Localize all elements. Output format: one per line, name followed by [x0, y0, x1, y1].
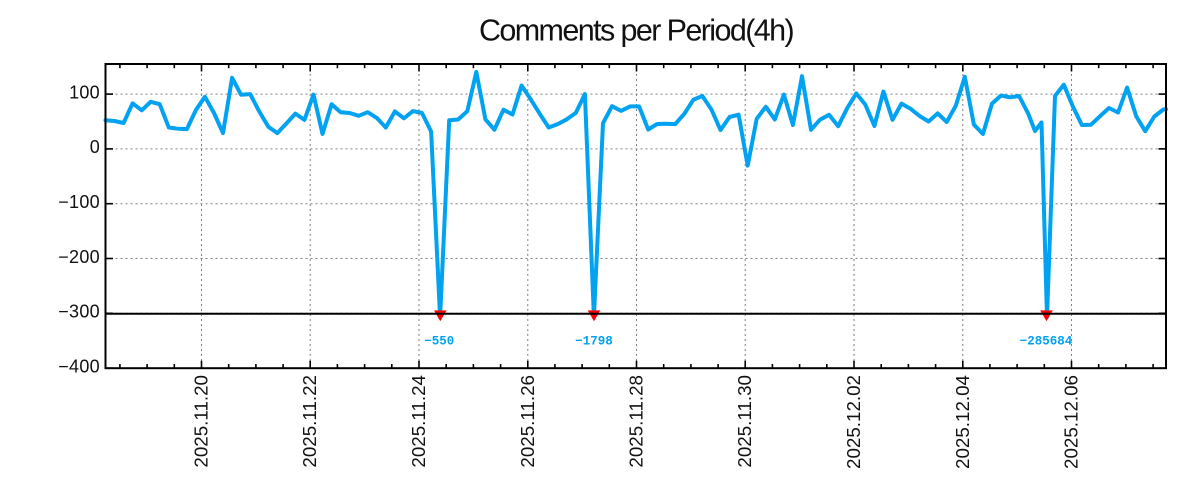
svg-text:2025.11.26: 2025.11.26 [517, 375, 538, 468]
svg-text:−200: −200 [58, 247, 100, 267]
svg-text:−550: −550 [424, 334, 454, 348]
svg-text:2025.12.06: 2025.12.06 [1061, 375, 1082, 469]
svg-text:2025.12.02: 2025.12.02 [843, 375, 864, 469]
svg-text:−300: −300 [58, 302, 100, 322]
svg-text:0: 0 [90, 137, 100, 157]
svg-text:−400: −400 [58, 357, 100, 377]
svg-text:2025.11.28: 2025.11.28 [626, 375, 647, 468]
svg-text:−100: −100 [58, 192, 100, 212]
svg-text:100: 100 [69, 82, 100, 102]
svg-text:−285684: −285684 [1020, 334, 1073, 348]
svg-text:2025.11.24: 2025.11.24 [408, 375, 429, 468]
svg-text:2025.11.30: 2025.11.30 [734, 375, 755, 468]
svg-text:Comments per Period(4h): Comments per Period(4h) [479, 14, 794, 48]
svg-text:2025.12.04: 2025.12.04 [952, 375, 973, 469]
svg-text:2025.11.22: 2025.11.22 [299, 375, 320, 468]
svg-text:−1798: −1798 [575, 334, 613, 348]
svg-text:2025.11.20: 2025.11.20 [191, 375, 212, 468]
